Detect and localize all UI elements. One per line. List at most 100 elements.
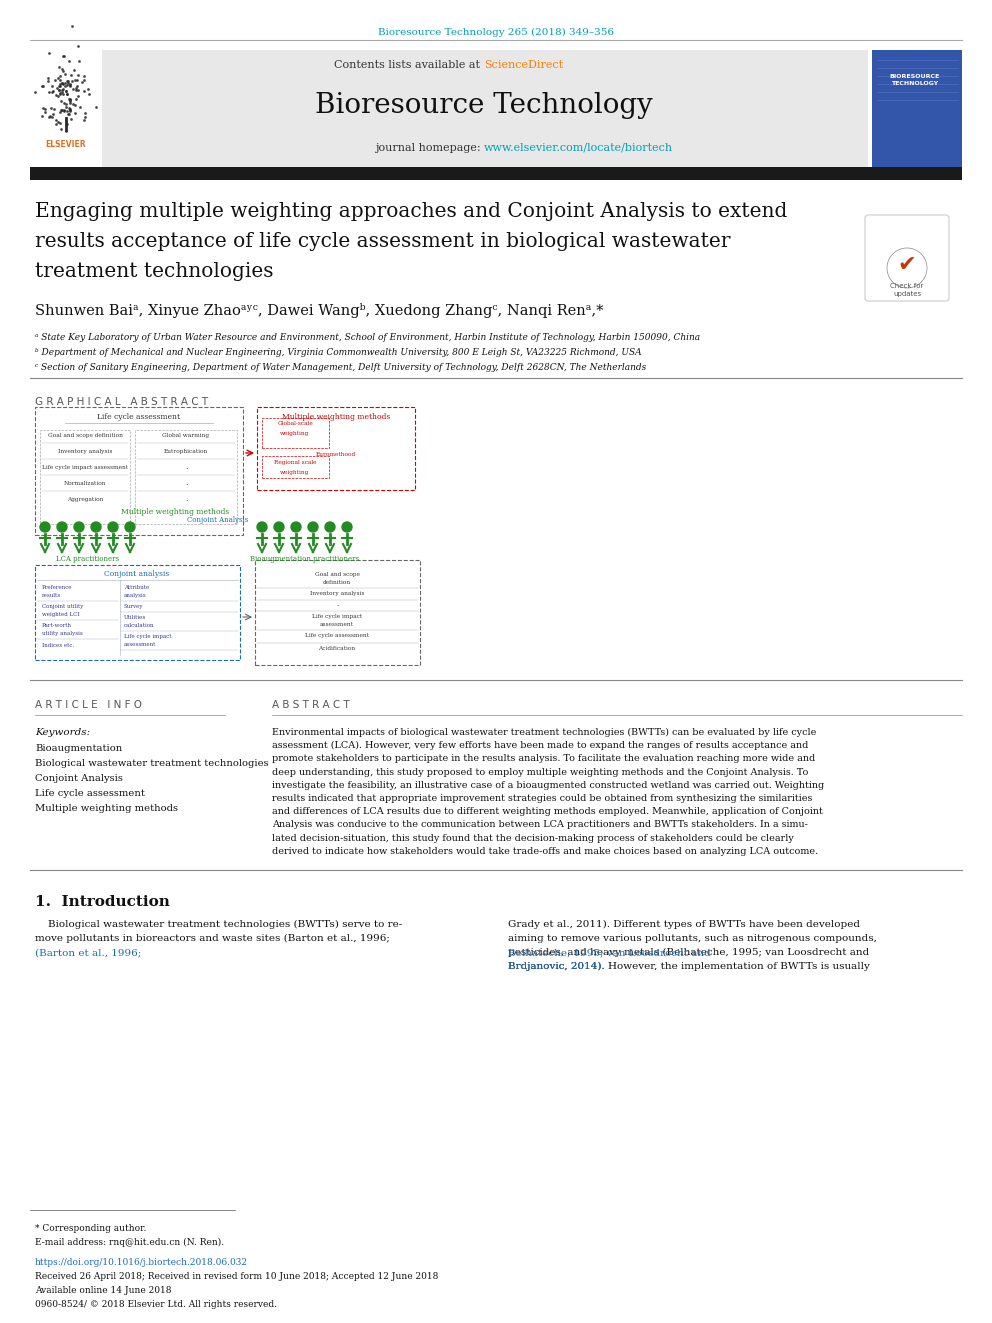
Text: Bioaugmentation practitioners: Bioaugmentation practitioners <box>250 556 358 564</box>
Text: analysis: analysis <box>124 593 147 598</box>
Text: Conjoint Analysis: Conjoint Analysis <box>187 516 249 524</box>
Point <box>53 82 68 103</box>
Point <box>67 95 83 116</box>
Circle shape <box>108 523 118 532</box>
Circle shape <box>291 523 301 532</box>
Point <box>54 71 69 93</box>
Text: Conjoint Analysis: Conjoint Analysis <box>35 774 123 783</box>
Point <box>46 81 62 102</box>
Point <box>41 70 57 91</box>
Point <box>65 78 81 99</box>
Circle shape <box>74 523 84 532</box>
Point <box>46 98 62 119</box>
Text: Engaging multiple weighting approaches and Conjoint Analysis to extend: Engaging multiple weighting approaches a… <box>35 202 788 221</box>
Circle shape <box>308 523 318 532</box>
Point <box>41 81 57 102</box>
Point <box>52 75 67 97</box>
Point <box>76 69 92 90</box>
Point <box>51 111 66 132</box>
Text: calculation: calculation <box>124 623 155 628</box>
FancyBboxPatch shape <box>865 216 949 302</box>
Text: Life cycle assessment: Life cycle assessment <box>35 789 145 798</box>
Point <box>62 90 77 111</box>
Text: Grady et al., 2011). Different types of BWTTs have been developed: Grady et al., 2011). Different types of … <box>508 919 860 929</box>
Text: Life cycle assessment: Life cycle assessment <box>97 413 181 421</box>
Point <box>62 73 77 94</box>
Text: Multiple weighting methods: Multiple weighting methods <box>35 804 178 814</box>
Circle shape <box>57 523 67 532</box>
Text: Biological wastewater treatment technologies: Biological wastewater treatment technolo… <box>35 759 269 767</box>
Text: assessment: assessment <box>320 622 354 627</box>
Text: Goal and scope: Goal and scope <box>314 572 359 577</box>
Text: A B S T R A C T: A B S T R A C T <box>272 700 350 710</box>
Point <box>69 75 85 97</box>
Point <box>70 50 86 71</box>
Circle shape <box>257 523 267 532</box>
Text: assessment (LCA). However, very few efforts have been made to expand the ranges : assessment (LCA). However, very few effo… <box>272 741 808 750</box>
Point <box>61 70 76 91</box>
Point <box>76 107 92 128</box>
Text: Inventory analysis: Inventory analysis <box>310 591 364 595</box>
Circle shape <box>125 523 135 532</box>
Point <box>53 73 68 94</box>
Text: weighted LCI: weighted LCI <box>42 613 79 617</box>
Point <box>56 78 71 99</box>
Point <box>42 106 58 127</box>
Text: G R A P H I C A L   A B S T R A C T: G R A P H I C A L A B S T R A C T <box>35 397 208 407</box>
Text: Euromethood: Euromethood <box>315 452 356 456</box>
Text: E-mail address: rnq@hit.edu.cn (N. Ren).: E-mail address: rnq@hit.edu.cn (N. Ren). <box>35 1238 224 1248</box>
Point <box>52 57 67 78</box>
Point <box>49 114 64 135</box>
Point <box>49 110 64 131</box>
Text: results acceptance of life cycle assessment in biological wastewater: results acceptance of life cycle assessm… <box>35 232 730 251</box>
Point <box>60 83 75 105</box>
Text: ·: · <box>336 603 338 609</box>
Point <box>77 102 93 123</box>
Point <box>53 83 68 105</box>
Text: Shunwen Baiᵃ, Xinyue Zhaoᵃʸᶜ, Dawei Wangᵇ, Xuedong Zhangᶜ, Nanqi Renᵃ,*: Shunwen Baiᵃ, Xinyue Zhaoᵃʸᶜ, Dawei Wang… <box>35 303 603 318</box>
Point <box>56 46 71 67</box>
Point <box>44 75 60 97</box>
Point <box>80 78 96 99</box>
Bar <box>257 407 415 490</box>
Text: ELSEVIER: ELSEVIER <box>46 140 86 149</box>
Text: Utilities: Utilities <box>124 615 146 620</box>
Circle shape <box>325 523 335 532</box>
Point <box>53 112 68 134</box>
Text: Check for
updates: Check for updates <box>890 283 924 296</box>
Point <box>34 105 50 126</box>
Point <box>51 79 66 101</box>
Text: Goal and scope definition: Goal and scope definition <box>48 433 122 438</box>
Point <box>57 93 72 114</box>
Point <box>62 101 77 122</box>
Text: * Corresponding author.: * Corresponding author. <box>35 1224 147 1233</box>
Point <box>67 79 83 101</box>
Text: Bioresource Technology 265 (2018) 349–356: Bioresource Technology 265 (2018) 349–35… <box>378 28 614 37</box>
Text: weighting: weighting <box>281 431 310 437</box>
Point <box>53 118 68 139</box>
Text: Received 26 April 2018; Received in revised form 10 June 2018; Accepted 12 June : Received 26 April 2018; Received in revi… <box>35 1271 438 1281</box>
Bar <box>35 565 240 660</box>
Point <box>57 101 72 122</box>
Text: definition: definition <box>323 579 351 585</box>
Point <box>64 70 80 91</box>
Bar <box>35 407 243 534</box>
Text: Life cycle impact: Life cycle impact <box>124 634 172 639</box>
Bar <box>262 456 329 478</box>
Point <box>74 71 90 93</box>
Text: Inventory analysis: Inventory analysis <box>58 448 112 454</box>
Point <box>58 73 73 94</box>
Text: Brdjanovic, 2014).: Brdjanovic, 2014). <box>508 962 605 971</box>
Point <box>57 64 72 85</box>
Text: Indices etc.: Indices etc. <box>42 643 74 648</box>
Text: results: results <box>42 593 62 598</box>
Text: BIORESOURCE
TECHNOLOGY: BIORESOURCE TECHNOLOGY <box>890 74 940 86</box>
Point <box>45 107 61 128</box>
Point <box>69 36 85 57</box>
Text: 0960-8524/ © 2018 Elsevier Ltd. All rights reserved.: 0960-8524/ © 2018 Elsevier Ltd. All righ… <box>35 1301 277 1308</box>
Point <box>61 103 76 124</box>
Text: move pollutants in bioreactors and waste sites (Barton et al., 1996;: move pollutants in bioreactors and waste… <box>35 934 390 943</box>
Text: ᵇ Department of Mechanical and Nuclear Engineering, Virginia Commonwealth Univer: ᵇ Department of Mechanical and Nuclear E… <box>35 348 642 357</box>
Point <box>55 73 70 94</box>
Circle shape <box>91 523 101 532</box>
